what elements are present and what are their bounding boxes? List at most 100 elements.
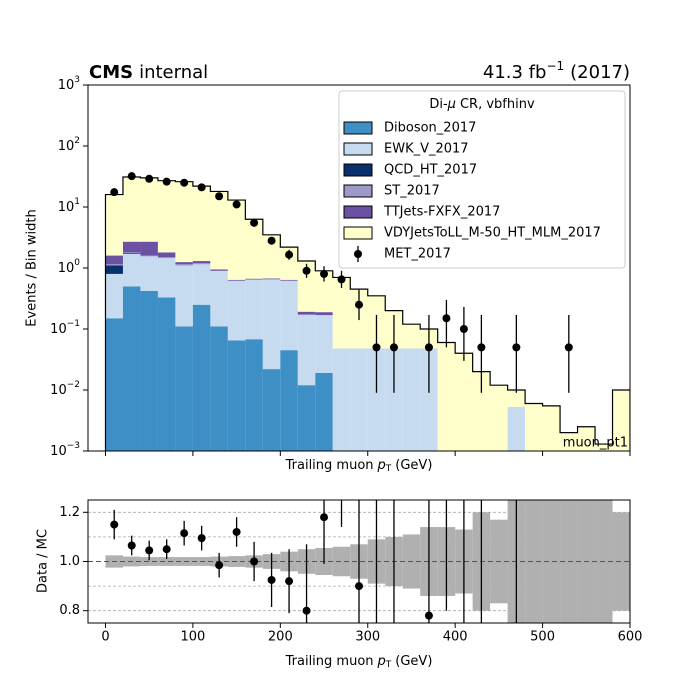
stack-bar — [560, 432, 578, 451]
stack-bar — [262, 278, 281, 280]
legend-title-prefix: Di- — [429, 97, 448, 112]
stack-bar — [472, 371, 491, 451]
legend-swatch — [343, 205, 373, 219]
data-point — [442, 314, 451, 323]
stack-bar — [297, 314, 316, 386]
stack-bar — [542, 405, 561, 451]
status: internal — [139, 62, 208, 83]
y-tick-label: 100 — [58, 258, 81, 276]
y-tick-label: 10−2 — [50, 380, 80, 398]
mc-uncertainty-band — [140, 557, 158, 566]
legend-title: Di-μ CR, vbfhinv — [429, 97, 535, 112]
legend-box — [338, 90, 626, 269]
stack-bar — [175, 326, 193, 451]
stack-bar — [192, 186, 211, 262]
stack-bar — [507, 406, 526, 451]
stack-bar — [210, 326, 228, 451]
x-axis-label: Trailing muon pT (GeV) — [285, 458, 433, 474]
stack-bar — [105, 194, 123, 256]
y-tick-exponent: −1 — [67, 319, 80, 329]
stack-bar — [525, 403, 543, 451]
data-point — [337, 275, 346, 284]
ratio-point — [127, 541, 136, 550]
x-tick-label: 0 — [101, 630, 109, 645]
legend-swatch — [343, 226, 373, 240]
stack-bar — [140, 256, 158, 291]
legend: Di-μ CR, vbfhinv Diboson_2017 EWK_V_2017 QCD… — [338, 90, 626, 269]
y-tick-base: 10 — [50, 322, 67, 337]
stack-bar — [245, 279, 263, 340]
legend-label: ST_2017 — [384, 184, 440, 199]
stack-bar — [122, 253, 141, 287]
stack-bar — [297, 311, 316, 315]
stack-bar — [332, 277, 351, 349]
legend-label: TTJets-FXFX_2017 — [383, 205, 500, 220]
y-tick-exponent: −2 — [67, 380, 80, 390]
stack-bar — [262, 279, 281, 370]
stack-bar — [227, 340, 246, 451]
legend-label: VDYJetsToLL_M-50_HT_MLM_2017 — [384, 226, 601, 241]
ratio-point — [320, 513, 329, 522]
stack-bar — [105, 265, 123, 274]
data-point — [250, 218, 259, 227]
y-tick-exponent: 0 — [74, 258, 80, 268]
y-tick-label: 10−3 — [50, 441, 80, 459]
stack-bar — [227, 279, 246, 281]
stack-bar — [262, 369, 281, 451]
stack-bar — [157, 297, 176, 451]
stack-bar — [175, 181, 193, 263]
x-tick-label: 500 — [530, 630, 555, 645]
data-point — [320, 269, 329, 278]
ratio-point — [180, 529, 189, 538]
x-label-text: Trailing muon — [285, 458, 374, 473]
stack-bar — [157, 180, 176, 253]
data-point — [180, 178, 189, 187]
ratio-point — [162, 545, 171, 554]
stack-bar — [105, 255, 123, 265]
y-tick-exponent: 2 — [74, 136, 80, 146]
ratio-point — [197, 534, 206, 543]
stack-bar — [315, 315, 333, 373]
stack-bar — [385, 348, 403, 451]
stack-bar — [210, 270, 228, 327]
data-point — [372, 343, 381, 352]
data-point — [355, 300, 363, 309]
ratio-point — [215, 561, 224, 570]
x-tick-label: 100 — [180, 630, 205, 645]
stack-bar — [227, 200, 246, 280]
stack-bar — [315, 270, 333, 313]
lumi: 41.3 fb−1 (2017) — [483, 59, 630, 84]
annotation: muon_pt1 — [563, 436, 628, 451]
y-tick-exponent: 3 — [74, 75, 80, 85]
x-label-var: p — [377, 654, 386, 669]
x-label-unit: (GeV) — [395, 654, 432, 669]
x-tick-label: 300 — [355, 630, 380, 645]
stack-bar — [175, 264, 193, 266]
stack-bar — [315, 372, 333, 451]
y-tick-base: 10 — [58, 200, 75, 215]
stack-bar — [105, 264, 123, 266]
lumi-exponent: −1 — [546, 59, 564, 73]
x-tick-label: 400 — [443, 630, 468, 645]
stack-bar — [577, 426, 596, 451]
x-label-sub: T — [385, 660, 392, 670]
ratio-plot — [88, 500, 630, 623]
y-tick-label: 101 — [58, 197, 80, 215]
stack-bar — [105, 318, 123, 451]
stack-bar — [455, 353, 473, 451]
y-tick-exponent: −3 — [67, 441, 80, 451]
data-point — [459, 325, 468, 333]
data-point — [285, 250, 294, 259]
lumi-value: 41.3 fb — [483, 62, 547, 83]
legend-marker — [354, 250, 362, 258]
stack-bar — [280, 247, 298, 280]
data-point — [162, 177, 171, 186]
stack-bar — [105, 273, 123, 319]
stack-bar — [595, 444, 613, 451]
stack-bar — [297, 261, 316, 312]
legend-swatch — [343, 142, 373, 156]
data-point — [564, 343, 573, 352]
stack-bar — [122, 252, 141, 254]
stack-bar — [192, 261, 211, 264]
